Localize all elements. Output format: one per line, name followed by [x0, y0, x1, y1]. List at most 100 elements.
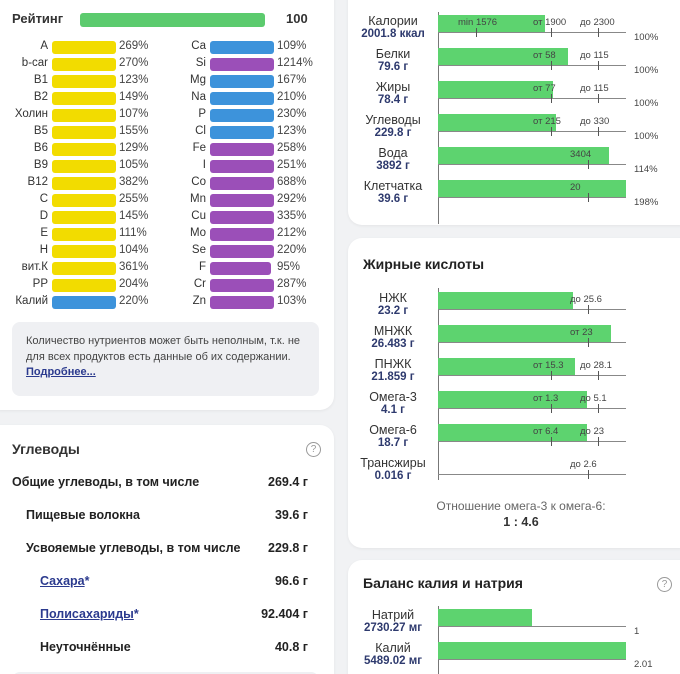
- range-label: от 215: [533, 116, 561, 127]
- carb-row[interactable]: Сахара* 96.6 г: [12, 574, 308, 592]
- range-label: от 23: [570, 327, 593, 338]
- value-bar: [438, 609, 532, 626]
- carbs-card: Углеводы ? Общие углеводы, в том числе 26…: [0, 425, 334, 674]
- nutrient-percent: 382%: [119, 176, 149, 188]
- nutrient-bar: [210, 228, 274, 241]
- nutrient-bar: [210, 75, 274, 88]
- row-value: 5489.02 мг: [363, 655, 423, 667]
- range-label: от 58: [533, 50, 556, 61]
- nutrient-percent: 220%: [119, 295, 149, 307]
- nutrient-name: P: [198, 108, 206, 120]
- help-icon[interactable]: ?: [657, 577, 672, 592]
- nutrient-row: B1 123%: [0, 73, 160, 90]
- chart-row: Белки 79.6 г от 58 до 115 100%: [348, 48, 680, 81]
- row-name: Калий: [375, 641, 411, 655]
- nutrient-row: Ca 109%: [158, 39, 318, 56]
- nutrient-name: I: [202, 159, 206, 171]
- row-percent: 1: [634, 626, 640, 637]
- nutrient-row: Si 1214%: [158, 56, 318, 73]
- nutrient-percent: 167%: [277, 74, 307, 86]
- nutrient-row: Fe 258%: [158, 141, 318, 158]
- nutrient-bar: [52, 58, 116, 71]
- nutrient-bar: [210, 211, 274, 224]
- nutrient-list-minerals: Ca 109% Si 1214% Mg 167% Na 210% P 230% Cl 123% Fe 25…: [158, 39, 318, 311]
- more-info-link[interactable]: Подробнее...: [26, 366, 96, 378]
- nutrient-row: H 104%: [0, 243, 160, 260]
- nutrient-row: PP 204%: [0, 277, 160, 294]
- nutrient-percent: 103%: [277, 295, 307, 307]
- nutrient-percent: 251%: [277, 159, 307, 171]
- nutrient-percent: 212%: [277, 227, 307, 239]
- rating-row: Рейтинг 100: [12, 11, 312, 29]
- nutrient-name: Co: [191, 176, 206, 188]
- value-bar: [438, 325, 611, 342]
- nutrient-row: Cl 123%: [158, 124, 318, 141]
- nutrient-row: Mn 292%: [158, 192, 318, 209]
- nutrient-percent: 255%: [119, 193, 149, 205]
- baseline: [438, 98, 626, 99]
- row-name: Натрий: [371, 608, 415, 622]
- nutrient-name: E: [40, 227, 48, 239]
- range-tick: [551, 437, 552, 446]
- carb-row: Общие углеводы, в том числе 269.4 г: [12, 475, 308, 493]
- range-label: до 2.6: [570, 459, 597, 470]
- row-name: ПНЖК: [374, 357, 412, 371]
- baseline: [438, 408, 626, 409]
- nutrient-name: A: [40, 40, 48, 52]
- carb-row: Пищевые волокна 39.6 г: [12, 508, 308, 526]
- nutrient-name: Si: [195, 57, 206, 69]
- row-value: 23.2 г: [377, 305, 409, 317]
- nutrient-percent: 688%: [277, 176, 307, 188]
- nutrient-name: Mg: [190, 74, 206, 86]
- baseline: [438, 164, 626, 165]
- nutrient-bar: [210, 143, 274, 156]
- row-percent: 100%: [634, 98, 659, 109]
- nutrients-card: Рейтинг 100 A 269% b-car 270% B1 123% B2 149% Хо…: [0, 0, 334, 410]
- nutrient-row: вит.К 361%: [0, 260, 160, 277]
- nutrient-name: Mo: [190, 227, 206, 239]
- row-value: 3892 г: [376, 160, 410, 172]
- rating-value: 100: [286, 11, 308, 26]
- nutrient-percent: 258%: [277, 142, 307, 154]
- nutrient-row: Mg 167%: [158, 73, 318, 90]
- help-icon[interactable]: ?: [306, 442, 321, 457]
- asterisk: *: [133, 607, 139, 621]
- range-label: до 25.6: [570, 294, 602, 305]
- row-label: МНЖК 26.483 г: [348, 325, 438, 351]
- nutrient-percent: 287%: [277, 278, 307, 290]
- carb-row[interactable]: Полисахариды* 92.404 г: [12, 607, 308, 625]
- baseline: [438, 197, 626, 198]
- carb-name: Общие углеводы, в том числе: [12, 475, 200, 489]
- nutrient-name: Ca: [191, 40, 206, 52]
- range-tick: [598, 371, 599, 380]
- nutrient-bar: [210, 92, 274, 105]
- range-tick: [588, 338, 589, 347]
- baseline: [438, 474, 626, 475]
- nutrient-bar: [52, 41, 116, 54]
- row-label: Трансжиры 0.016 г: [348, 457, 438, 483]
- nutrient-row: E 111%: [0, 226, 160, 243]
- nutrient-list-vitamins: A 269% b-car 270% B1 123% B2 149% Холин 107% B5 155…: [0, 39, 160, 311]
- nutrient-name: C: [39, 193, 48, 205]
- row-label: Омега-6 18.7 г: [348, 424, 438, 450]
- nutrient-bar: [210, 194, 274, 207]
- nutrient-percent: 123%: [277, 125, 307, 137]
- row-value: 26.483 г: [371, 338, 415, 350]
- value-bar: [438, 180, 626, 197]
- nutrient-bar: [210, 58, 274, 71]
- carb-value: 92.404 г: [261, 607, 308, 621]
- nutrient-percent: 270%: [119, 57, 149, 69]
- carbs-footer-box: [12, 672, 319, 674]
- row-label: Натрий 2730.27 мг: [348, 609, 438, 635]
- carb-name[interactable]: Полисахариды: [40, 607, 134, 621]
- row-name: Белки: [375, 47, 411, 61]
- row-value: 2730.27 мг: [363, 622, 423, 634]
- nutrient-name: H: [39, 244, 48, 256]
- nutrient-row: b-car 270%: [0, 56, 160, 73]
- row-label: Белки 79.6 г: [348, 48, 438, 74]
- nutrient-row: Se 220%: [158, 243, 318, 260]
- range-tick: [598, 127, 599, 136]
- range-tick: [588, 305, 589, 314]
- nutrient-row: Холин 107%: [0, 107, 160, 124]
- carb-name[interactable]: Сахара: [40, 574, 85, 588]
